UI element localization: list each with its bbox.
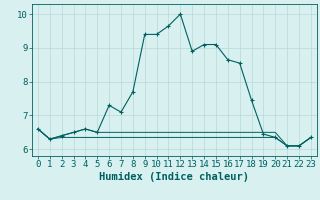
X-axis label: Humidex (Indice chaleur): Humidex (Indice chaleur)	[100, 172, 249, 182]
